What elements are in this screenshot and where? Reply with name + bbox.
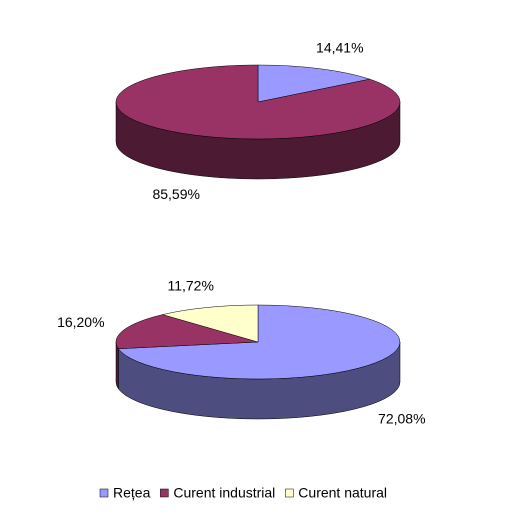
legend-swatch xyxy=(285,488,294,498)
pie: 72,08% 16,20% 11,72% xyxy=(57,278,425,427)
data-label: 85,59% xyxy=(152,186,199,202)
slice xyxy=(115,314,259,350)
legend-label: Curent natural xyxy=(298,485,387,501)
slice xyxy=(161,304,259,343)
pie-tops xyxy=(115,304,401,380)
pie-tops xyxy=(115,64,401,140)
data-label: 16,20% xyxy=(57,314,104,330)
legend: Rețea Curent industrial Curent natural xyxy=(99,485,387,501)
slice xyxy=(115,64,401,140)
legend-label: Rețea xyxy=(113,485,151,501)
slice-side xyxy=(115,341,119,390)
legend-label: Curent industrial xyxy=(173,485,275,501)
legend-swatch xyxy=(99,488,109,498)
data-label: 11,72% xyxy=(167,278,213,294)
legend-swatch xyxy=(160,488,169,498)
data-label: 72,08% xyxy=(378,410,425,426)
slice xyxy=(257,64,371,103)
pie: 14,41% 85,59% xyxy=(115,40,401,202)
slice xyxy=(117,304,401,380)
data-label: 14,41% xyxy=(316,40,363,56)
